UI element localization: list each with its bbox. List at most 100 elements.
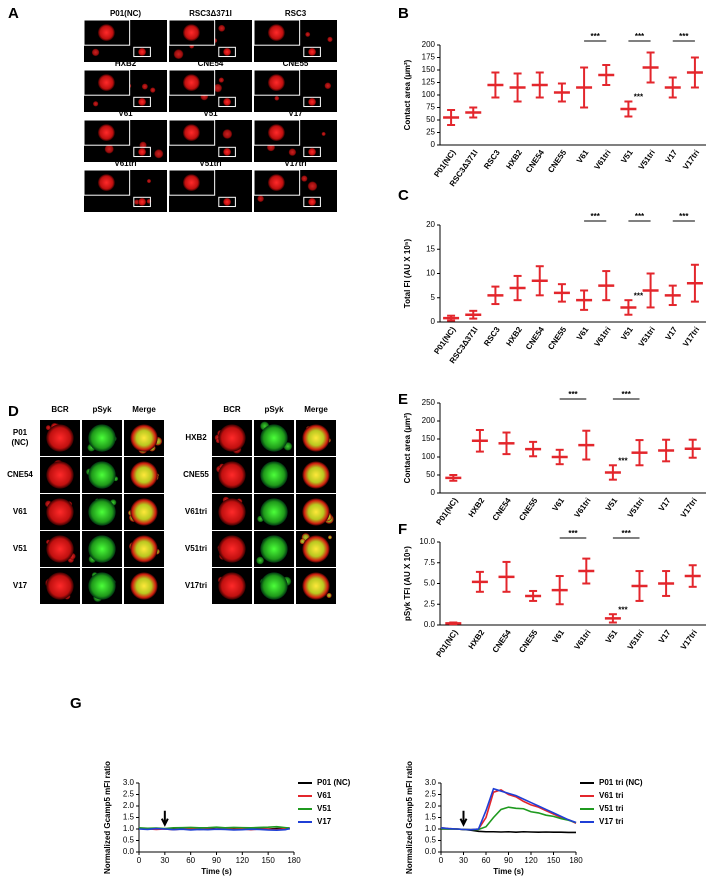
- cell-zoom: [302, 572, 330, 600]
- x-tick-label: V51: [619, 325, 635, 342]
- panel-letter: D: [8, 403, 19, 420]
- cell: [134, 199, 140, 205]
- image-label: RSC3Δ371I: [189, 9, 232, 18]
- legend-label: V61 tri: [599, 791, 623, 800]
- x-tick-label: 30: [459, 856, 468, 865]
- y-axis-label: Normalized Gcamp5 mFI ratio: [103, 761, 112, 874]
- cell-zoom: [260, 535, 288, 563]
- roi-box: [303, 96, 321, 108]
- x-tick-label: CNE55: [546, 148, 568, 175]
- cell: [91, 48, 100, 57]
- x-tick-label: V61: [575, 148, 591, 165]
- y-tick-label: 20: [426, 220, 435, 229]
- cell: [305, 31, 311, 37]
- x-tick-label: 120: [236, 856, 250, 865]
- y-axis-label: Contact area (μm²): [403, 59, 412, 130]
- x-tick-label: HXB2: [504, 325, 524, 348]
- panel-letter: E: [398, 391, 408, 408]
- y-tick-label: 10: [426, 269, 435, 278]
- image-label: V61: [118, 109, 133, 118]
- x-tick-label: V51tri: [626, 628, 646, 651]
- x-tick-label: CNE54: [491, 496, 513, 523]
- y-tick-label: 0.0: [425, 847, 437, 856]
- x-tick-label: V61: [551, 496, 567, 513]
- x-tick-label: 0: [439, 856, 444, 865]
- cell-zoom: [268, 124, 285, 141]
- image-label: CNE54: [198, 59, 224, 68]
- x-tick-label: V61tri: [592, 325, 612, 348]
- cell: [327, 535, 333, 540]
- legend-label: P01 (NC): [317, 778, 351, 787]
- cell: [150, 87, 156, 93]
- x-tick-label: V51tri: [637, 325, 657, 348]
- x-tick-label: V17tri: [681, 325, 701, 348]
- y-tick-label: 2.5: [425, 790, 437, 799]
- cell-zoom: [88, 461, 116, 489]
- row-label: P01: [13, 428, 28, 437]
- image-label: HXB2: [115, 59, 137, 68]
- x-tick-label: P01(NC): [434, 496, 459, 527]
- y-tick-label: 0.5: [123, 836, 135, 845]
- roi-box: [218, 46, 236, 58]
- x-tick-label: V17tri: [681, 148, 701, 171]
- legend-label: V61: [317, 791, 332, 800]
- roi-box: [133, 46, 151, 58]
- y-tick-label: 10.0: [419, 537, 435, 546]
- x-tick-label: 180: [569, 856, 583, 865]
- cell-zoom: [183, 174, 200, 192]
- cell-zoom: [46, 461, 74, 489]
- cell-zoom: [260, 572, 288, 600]
- x-tick-label: 180: [287, 856, 301, 865]
- inset: [83, 169, 131, 196]
- cell: [257, 195, 264, 203]
- cell: [138, 147, 147, 156]
- cell: [308, 197, 317, 206]
- x-tick-label: V61: [551, 628, 567, 645]
- legend-label: V51 tri: [599, 804, 623, 813]
- roi-box: [133, 196, 151, 208]
- y-tick-label: 0.5: [425, 836, 437, 845]
- significance: ***: [618, 456, 628, 465]
- significance: ***: [590, 32, 600, 41]
- significance: ***: [622, 529, 632, 538]
- panel-letter: F: [398, 521, 407, 538]
- x-tick-label: 60: [482, 856, 491, 865]
- cell-zoom: [46, 424, 74, 452]
- y-tick-label: 100: [422, 452, 436, 461]
- x-tick-label: RSC3: [482, 325, 502, 348]
- x-tick-label: V51tri: [637, 148, 657, 171]
- significance: ***: [634, 93, 644, 102]
- significance: ***: [568, 390, 578, 399]
- cell: [274, 95, 280, 101]
- column-header: BCR: [223, 405, 241, 414]
- cell: [321, 131, 326, 137]
- cell: [138, 197, 147, 206]
- y-tick-label: 1.0: [123, 824, 135, 833]
- cell-zoom: [130, 535, 158, 563]
- x-tick-label: HXB2: [467, 628, 487, 651]
- y-tick-label: 2.5: [123, 790, 135, 799]
- image-label: V51: [203, 109, 218, 118]
- cell-zoom: [98, 24, 115, 41]
- y-tick-label: 2.0: [123, 801, 135, 810]
- y-tick-label: 0: [431, 488, 436, 497]
- x-tick-label: V17tri: [679, 496, 699, 519]
- row-label: CNE54: [7, 470, 33, 479]
- series-line: [138, 827, 290, 831]
- image-label: CNE55: [283, 59, 309, 68]
- roi-box: [303, 46, 321, 58]
- significance: ***: [590, 212, 600, 221]
- cell: [141, 83, 148, 90]
- row-label: V51tri: [185, 544, 207, 553]
- panel-letter: C: [398, 187, 409, 204]
- row-label: V51: [13, 544, 28, 553]
- cell-zoom: [183, 124, 200, 141]
- column-header: pSyk: [264, 405, 284, 414]
- row-label: V17: [13, 581, 28, 590]
- y-axis-label: pSyk TFI (AU X 10⁵): [403, 546, 412, 621]
- column-header: BCR: [51, 405, 69, 414]
- y-tick-label: 3.0: [425, 778, 437, 787]
- cell-zoom: [268, 174, 285, 192]
- y-tick-label: 150: [422, 65, 436, 74]
- cell: [223, 47, 232, 56]
